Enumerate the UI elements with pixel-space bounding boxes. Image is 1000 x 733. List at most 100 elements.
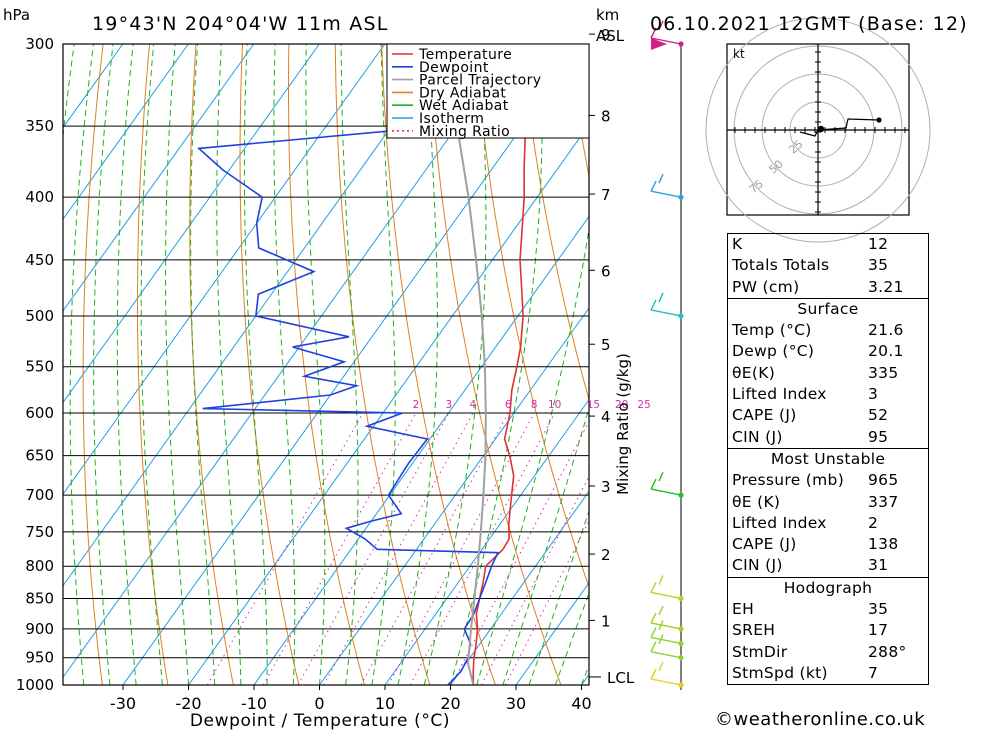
legend-label: Parcel Trajectory (419, 73, 541, 89)
mixing-ratio-axis-label: Mixing Ratio (g/kg) (614, 353, 632, 495)
km-tick-label: 7 (601, 186, 611, 204)
stat-value: 7 (868, 663, 879, 682)
stat-row-pw: PW (cm) 3.21 (728, 277, 928, 298)
isotherm-line (319, 307, 589, 685)
stat-row: StmDir 288° (728, 642, 928, 663)
stat-row: Pressure (mb) 965 (728, 470, 928, 491)
dry-adiabat-line (82, 44, 104, 685)
pressure-tick-label: 1000 (16, 676, 54, 694)
mixing-ratio-label: 20 (615, 399, 628, 411)
isotherm-line (450, 490, 589, 685)
stat-value: 20.1 (868, 342, 904, 361)
isotherm-line (63, 44, 255, 312)
stat-label: θE (K) (732, 492, 781, 511)
stat-label: StmDir (732, 642, 788, 661)
wet-adiabat-line (305, 44, 326, 685)
isotherm-line (63, 44, 451, 587)
stat-row: Temp (°C) 21.6 (728, 320, 928, 341)
stat-row: Lifted Index 2 (728, 513, 928, 534)
stat-label: CIN (J) (732, 427, 783, 446)
wet-adiabat-line (423, 44, 487, 685)
series-layer (196, 44, 526, 685)
km-tick-label: 2 (601, 546, 611, 564)
dry-adiabat-line (189, 44, 234, 685)
stat-label: Temp (°C) (732, 321, 812, 340)
asl-label: ASL (596, 27, 625, 45)
stat-value: 17 (868, 621, 889, 640)
indices-section: K 12 Totals Totals 35 PW (cm) 3.21 (728, 234, 928, 298)
wet-adiabat-line (190, 44, 216, 685)
isotherm-line (122, 44, 582, 685)
wind-barb (650, 471, 682, 496)
stat-label: StmSpd (kt) (732, 663, 828, 682)
stat-label: CAPE (J) (732, 406, 797, 425)
mixing-ratio-label: 10 (548, 399, 561, 411)
stat-row: θE (K) 337 (728, 492, 928, 513)
pressure-tick-label: 350 (25, 117, 54, 135)
stat-label: EH (732, 600, 755, 619)
stat-value: 3 (868, 385, 879, 404)
hodograph-trace (799, 118, 880, 137)
stat-label: CAPE (J) (732, 535, 797, 554)
stat-row-totals: Totals Totals 35 (728, 255, 928, 276)
km-tick-label: 3 (601, 478, 611, 496)
stat-row: CIN (J) 31 (728, 555, 928, 576)
dry-adiabat-line (939, 44, 1000, 685)
wet-adiabat-line (450, 44, 543, 685)
stat-row: Lifted Index 3 (728, 384, 928, 405)
stat-label: Totals Totals (732, 256, 830, 275)
location-title: 19°43'N 204°04'W 11m ASL (92, 13, 389, 35)
isotherm-line (188, 124, 589, 685)
stat-value: 12 (868, 235, 889, 253)
legend-label: Dewpoint (419, 60, 489, 76)
hodograph-ring (705, 17, 931, 243)
mixing-ratio-line (297, 412, 450, 685)
pressure-tick-label: 700 (25, 486, 54, 504)
hodograph-section: EH 35 SREH 17 StmDir 288° StmSpd (kt) 7 (728, 599, 928, 684)
datetime-title: 06.10.2021 12GMT (Base: 12) (650, 13, 968, 35)
pressure-tick-label: 950 (25, 649, 54, 667)
dry-adiabat-line (520, 44, 589, 402)
surface-heading: Surface (728, 297, 928, 320)
most-unstable-section: Pressure (mb) 965 θE (K) 337 Lifted Index 2… (728, 470, 928, 576)
mixing-ratio-label: 6 (505, 399, 512, 411)
most-unstable-heading: Most Unstable (728, 447, 928, 470)
stat-value: 35 (868, 256, 889, 275)
mixing-ratio-line (262, 412, 417, 685)
stat-value: 965 (868, 471, 899, 490)
stat-row: CIN (J) 95 (728, 427, 928, 448)
km-tick-label: 8 (601, 107, 611, 125)
wet-adiabat-line (243, 44, 268, 685)
temp-tick-label: 20 (440, 694, 460, 713)
wind-barb (650, 575, 682, 600)
legend-box (386, 43, 590, 139)
isotherm-line (253, 215, 589, 685)
hodograph-unit-label: kt (733, 47, 745, 61)
pressure-tick-label: 500 (25, 307, 54, 325)
wet-adiabat-line (93, 44, 114, 685)
temp-tick-label: 40 (571, 694, 591, 713)
lcl-label: LCL (607, 669, 635, 687)
temp-tick-label: 0 (314, 694, 324, 713)
wind-barb (650, 20, 682, 45)
dry-adiabat-line (381, 44, 496, 685)
stat-value: 288° (868, 642, 907, 661)
surface-section: Temp (°C) 21.6 Dewp (°C) 20.1 θE(K) 335 Lif… (728, 320, 928, 448)
stat-value: 95 (868, 427, 889, 446)
pressure-tick-label: 600 (25, 404, 54, 422)
stat-row: CAPE (J) 138 (728, 534, 928, 555)
mixing-ratio-line (387, 412, 535, 685)
dry-adiabat-line (985, 44, 1000, 685)
wind-barb (650, 292, 682, 317)
stat-value: 52 (868, 406, 889, 425)
wet-adiabat-line (371, 44, 396, 685)
stat-value: 138 (868, 535, 899, 554)
isotherm-line (63, 44, 124, 129)
mixing-ratio-line (450, 420, 589, 685)
plot-frame (62, 43, 590, 686)
pressure-tick-label: 900 (25, 620, 54, 638)
stats-table: K 12 Totals Totals 35 PW (cm) 3.21 Surface … (727, 233, 929, 686)
copyright-footer[interactable]: ©weatheronline.co.uk (715, 709, 926, 730)
